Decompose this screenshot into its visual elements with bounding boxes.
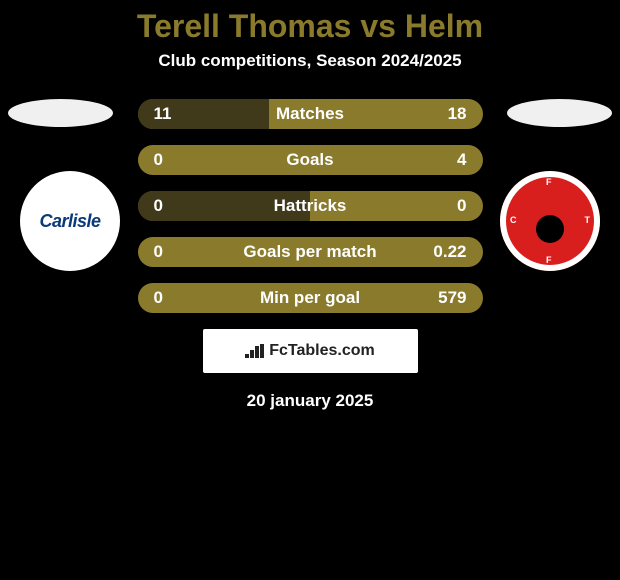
stat-value-right: 18 [448, 104, 467, 124]
crest-right-letter-3: C [510, 215, 517, 225]
stat-value-left: 0 [154, 150, 163, 170]
brand-text: FcTables.com [269, 342, 375, 360]
stat-value-left: 0 [154, 288, 163, 308]
stat-label: Hattricks [274, 196, 347, 216]
crest-right-ball-icon [536, 215, 564, 243]
stat-value-right: 579 [438, 288, 466, 308]
stat-label: Goals [286, 150, 333, 170]
stat-label: Matches [276, 104, 344, 124]
brand-bar-icon [255, 346, 259, 358]
brand-bar-icon [250, 350, 254, 358]
stat-rows: 11 Matches 18 0 Goals 4 0 Hattricks 0 0 Goals per … [138, 99, 483, 313]
crest-left-text: Carlisle [39, 211, 100, 232]
stat-row: 11 Matches 18 [138, 99, 483, 129]
stat-value-left: 11 [154, 104, 172, 124]
flag-left [8, 99, 113, 127]
crest-right-letter-1: T [585, 215, 591, 225]
brand-bar-icon [245, 354, 249, 358]
date-text: 20 january 2025 [0, 391, 620, 411]
stat-value-right: 0.22 [433, 242, 466, 262]
stat-value-right: 4 [457, 150, 466, 170]
stat-value-right: 0 [457, 196, 466, 216]
subtitle: Club competitions, Season 2024/2025 [0, 51, 620, 71]
flag-right [507, 99, 612, 127]
brand-box: FcTables.com [203, 329, 418, 373]
stat-value-left: 0 [154, 196, 163, 216]
stat-row: 0 Goals 4 [138, 145, 483, 175]
comparison-title: Terell Thomas vs Helm [0, 0, 620, 45]
brand-bar-icon [260, 344, 264, 358]
stat-label: Goals per match [243, 242, 376, 262]
stat-row: 0 Min per goal 579 [138, 283, 483, 313]
stats-area: Carlisle F T F C 11 Matches 18 0 Goals 4 0 Hatt… [0, 99, 620, 313]
crest-right-letter-2: F [546, 255, 552, 265]
crest-left: Carlisle [20, 171, 120, 271]
stat-value-left: 0 [154, 242, 163, 262]
crest-right-letter-0: F [546, 177, 552, 187]
stat-label: Min per goal [260, 288, 360, 308]
stat-row: 0 Goals per match 0.22 [138, 237, 483, 267]
stat-row: 0 Hattricks 0 [138, 191, 483, 221]
crest-right: F T F C [500, 171, 600, 271]
brand-chart-icon [245, 344, 263, 358]
